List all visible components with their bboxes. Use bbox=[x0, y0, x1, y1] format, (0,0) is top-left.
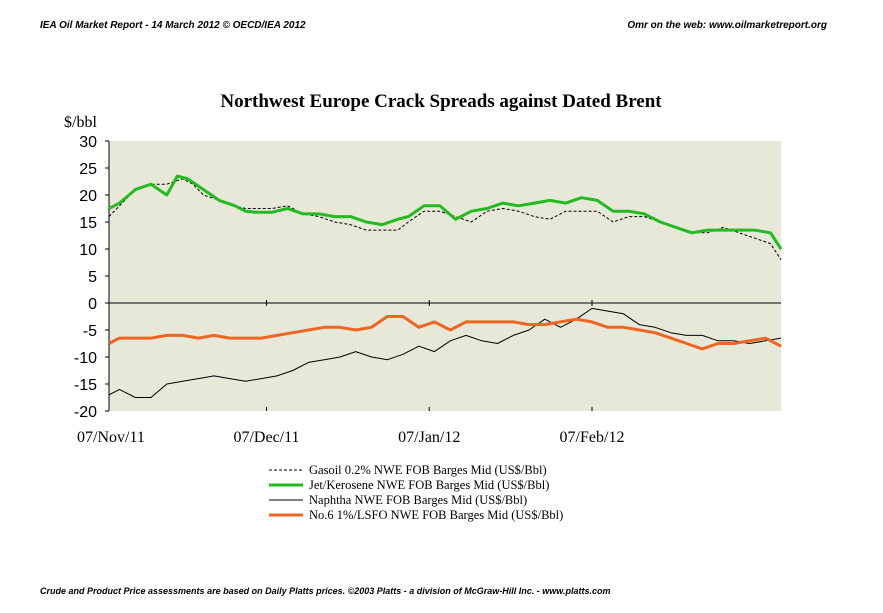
y-tick-label: 30 bbox=[79, 134, 97, 151]
y-tick-label: -5 bbox=[83, 323, 97, 340]
y-tick-label: -15 bbox=[74, 377, 97, 394]
x-axis: 07/Nov/11 07/Dec/11 07/Jan/12 07/Feb/12 bbox=[77, 300, 781, 446]
series-line-4 bbox=[108, 315, 782, 351]
y-tick-label: -20 bbox=[74, 404, 97, 421]
x-tick-label: 07/Feb/12 bbox=[560, 429, 625, 446]
source-footer: Crude and Product Price assessments are … bbox=[40, 586, 611, 596]
legend-label: Naphtha NWE FOB Barges Mid (US$/Bbl) bbox=[309, 493, 527, 507]
legend-label: Jet/Kerosene NWE FOB Barges Mid (US$/Bbl… bbox=[309, 478, 549, 492]
y-tick-label: 0 bbox=[88, 296, 97, 313]
legend-label: Gasoil 0.2% NWE FOB Barges Mid (US$/Bbl) bbox=[309, 463, 547, 477]
y-axis-label: $/bbl bbox=[64, 114, 97, 131]
website-header: Omr on the web: www.oilmarketreport.org bbox=[627, 20, 827, 31]
y-axis: 30 25 20 15 10 5 0 -5 -10 -15 -20 bbox=[74, 134, 110, 421]
legend-label: No.6 1%/LSFO NWE FOB Barges Mid (US$/Bbl… bbox=[309, 508, 563, 522]
x-tick-label: 07/Dec/11 bbox=[233, 429, 299, 446]
chart-title: Northwest Europe Crack Spreads against D… bbox=[220, 91, 662, 112]
y-tick-label: 20 bbox=[79, 188, 97, 205]
y-tick-label: 5 bbox=[88, 269, 97, 286]
series-lines bbox=[108, 174, 783, 398]
x-tick-label: 07/Nov/11 bbox=[77, 429, 145, 446]
plot-area bbox=[109, 141, 781, 411]
y-tick-label: 25 bbox=[79, 161, 97, 178]
y-tick-label: 10 bbox=[79, 242, 97, 259]
series-line-3 bbox=[108, 307, 782, 398]
y-tick-label: -10 bbox=[74, 350, 97, 367]
series-line-2 bbox=[108, 174, 783, 250]
x-tick-label: 07/Jan/12 bbox=[398, 429, 460, 446]
y-tick-label: 15 bbox=[79, 215, 97, 232]
report-header: IEA Oil Market Report - 14 March 2012 © … bbox=[40, 20, 306, 31]
legend: Gasoil 0.2% NWE FOB Barges Mid (US$/Bbl)… bbox=[269, 463, 563, 522]
